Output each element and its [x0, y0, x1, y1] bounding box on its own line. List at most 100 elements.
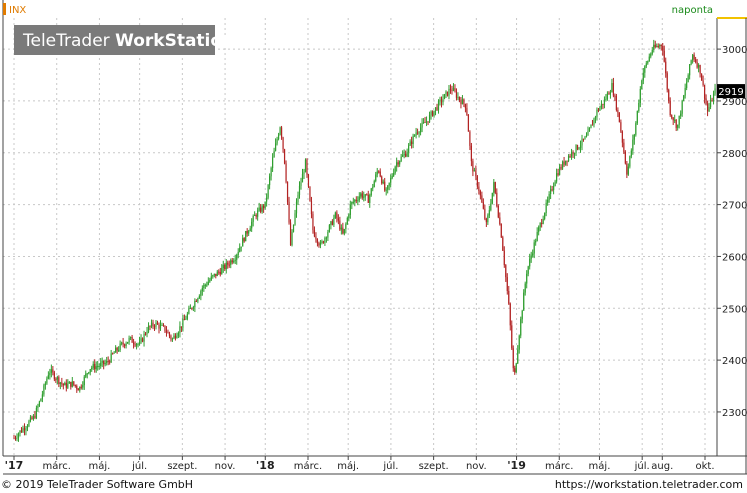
candle-body: [517, 349, 519, 364]
candle: [451, 85, 453, 95]
candle: [378, 170, 380, 174]
candle: [251, 218, 253, 232]
candle-body: [215, 273, 217, 277]
candle: [159, 320, 162, 331]
candle-body: [490, 203, 492, 211]
candle: [452, 83, 455, 92]
candle: [536, 227, 538, 242]
candle-body: [354, 199, 356, 202]
candle-body: [271, 157, 274, 169]
candle-body: [381, 176, 383, 184]
candle: [83, 374, 85, 390]
candle: [475, 165, 477, 181]
candle-body: [451, 90, 453, 92]
candle: [26, 424, 29, 432]
candle-body: [112, 353, 114, 355]
candle: [449, 84, 452, 94]
candle: [481, 191, 483, 203]
candle-body: [421, 122, 423, 128]
candle: [485, 217, 487, 228]
candle: [330, 220, 332, 230]
candle-body: [210, 276, 212, 280]
candle: [448, 84, 450, 100]
candle-body: [319, 242, 322, 246]
candle-body: [402, 155, 404, 157]
candle: [76, 384, 78, 393]
candle-body: [491, 192, 493, 204]
candle: [134, 341, 136, 348]
candle-body: [388, 182, 390, 186]
candle: [35, 405, 38, 420]
candle-body: [263, 205, 265, 209]
candle-body: [520, 319, 522, 336]
candle: [627, 163, 629, 176]
candle: [470, 142, 473, 167]
candle: [25, 425, 27, 436]
candle-body: [672, 117, 674, 121]
candle-body: [363, 196, 365, 198]
candle-body: [665, 61, 667, 74]
candle-body: [553, 186, 555, 191]
candle: [466, 103, 468, 116]
candle: [165, 326, 168, 337]
candle-body: [431, 111, 434, 116]
candle-body: [19, 430, 21, 434]
candle-body: [485, 218, 487, 223]
candle-body: [92, 363, 94, 368]
candle-body: [252, 215, 254, 222]
candle-body: [681, 100, 683, 114]
candle-body: [65, 382, 67, 388]
candle-body: [144, 333, 147, 335]
candle-body: [442, 99, 444, 103]
candle: [683, 94, 685, 102]
candle: [370, 187, 372, 197]
candle: [500, 223, 502, 238]
candle: [276, 136, 278, 146]
candle-body: [246, 231, 248, 234]
candle-body: [666, 73, 668, 90]
candle-body: [364, 194, 366, 197]
candle: [408, 143, 410, 158]
candle-body: [585, 135, 588, 137]
candle-body: [225, 262, 227, 270]
candle-body: [437, 101, 440, 110]
candle-body: [53, 372, 55, 380]
candle-body: [657, 46, 659, 48]
candle: [64, 381, 66, 386]
candle: [121, 341, 123, 346]
candle: [690, 59, 692, 66]
candle-body: [110, 353, 112, 363]
candle: [660, 44, 662, 51]
candle: [518, 334, 520, 354]
candle: [665, 57, 667, 78]
candle: [542, 215, 544, 225]
candle: [156, 320, 159, 325]
source-url[interactable]: https://workstation.teletrader.com: [555, 478, 743, 491]
candle: [703, 84, 706, 104]
watermark-text-part1: TeleTrader: [22, 31, 110, 51]
candle: [706, 100, 709, 117]
candle-body: [393, 173, 395, 176]
candle: [56, 375, 58, 385]
candle: [55, 377, 57, 383]
candle-body: [428, 114, 431, 123]
candle: [212, 274, 214, 279]
candle: [89, 368, 91, 376]
candle: [689, 64, 691, 80]
candle: [584, 135, 586, 140]
candle-body: [686, 82, 688, 88]
candle-body: [191, 308, 193, 310]
candle-body: [693, 54, 695, 60]
candle-body: [267, 185, 269, 198]
candle-body: [188, 308, 190, 314]
candle-body: [31, 417, 33, 420]
candle: [327, 229, 329, 242]
candle-body: [213, 273, 215, 276]
candle: [508, 285, 510, 305]
candle-body: [201, 288, 203, 292]
candle-body: [345, 224, 347, 229]
candle-body: [711, 99, 713, 102]
candle-body: [626, 163, 628, 175]
candle: [433, 110, 435, 118]
candle: [104, 359, 106, 367]
